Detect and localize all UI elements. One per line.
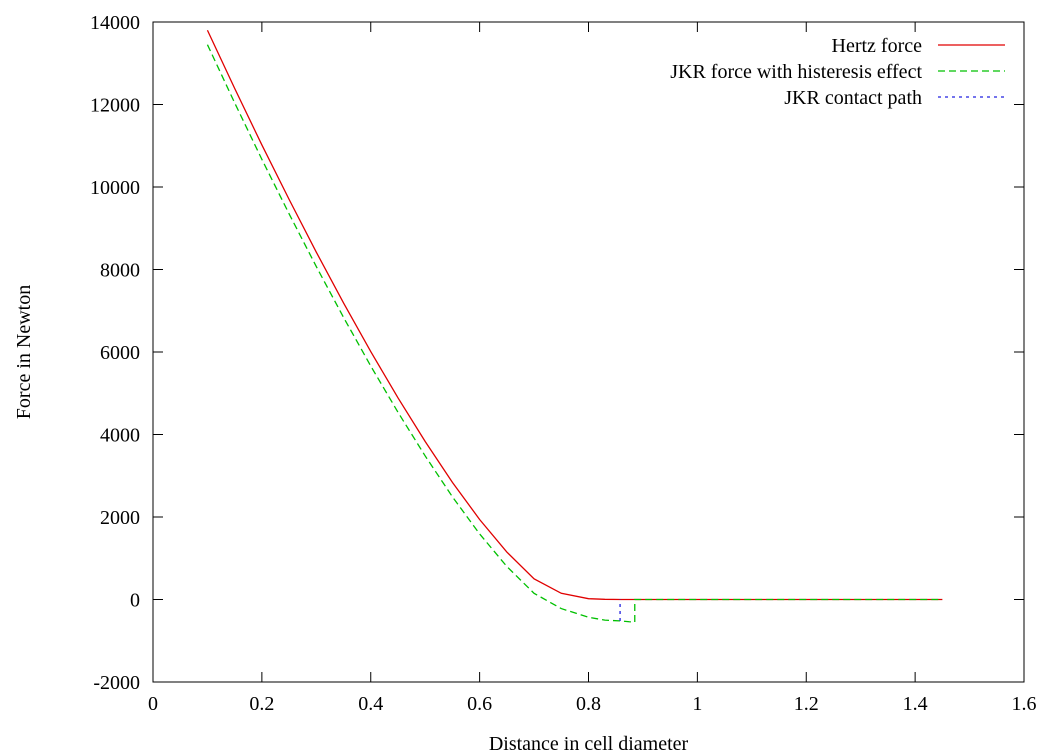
y-tick-label: 4000 xyxy=(100,425,140,447)
x-tick-label: 0 xyxy=(148,693,158,715)
x-tick-label: 1 xyxy=(692,693,702,715)
legend-label-jkr-contact-path: JKR contact path xyxy=(784,87,922,109)
y-tick-label: 12000 xyxy=(90,95,140,117)
legend-label-jkr-force-with-histeresis-effect: JKR force with histeresis effect xyxy=(670,61,922,83)
y-tick-label: 14000 xyxy=(90,12,140,34)
legend: Hertz force JKR force with histeresis eff… xyxy=(670,35,1005,109)
y-tick-label: 0 xyxy=(130,590,140,612)
x-tick-label: 1.4 xyxy=(903,693,928,715)
y-tick-label: 10000 xyxy=(90,177,140,199)
x-tick-label: 0.4 xyxy=(358,693,383,715)
y-tick-label: -2000 xyxy=(93,672,140,694)
plot-frame xyxy=(152,21,1025,683)
x-axis-title: Distance in cell diameter xyxy=(489,733,689,755)
x-tick-label: 0.6 xyxy=(467,693,492,715)
series-line-jkr-force-with-histeresis-effect xyxy=(206,44,943,623)
y-tick-label: 2000 xyxy=(100,507,140,529)
x-tick-label: 1.2 xyxy=(794,693,819,715)
y-axis-title: Force in Newton xyxy=(13,285,35,419)
legend-label-hertz-force: Hertz force xyxy=(832,35,923,57)
tick-labels: 0 0.2 0.4 0.6 0.8 1 1.2 1.4 1.6 -2000 0 2000 4000 600… xyxy=(90,12,1037,715)
x-tick-label: 0.2 xyxy=(249,693,274,715)
y-tick-label: 8000 xyxy=(100,260,140,282)
x-tick-label: 1.6 xyxy=(1012,693,1037,715)
series-lines xyxy=(206,29,943,623)
x-tick-label: 0.8 xyxy=(576,693,601,715)
y-tick-label: 6000 xyxy=(100,342,140,364)
